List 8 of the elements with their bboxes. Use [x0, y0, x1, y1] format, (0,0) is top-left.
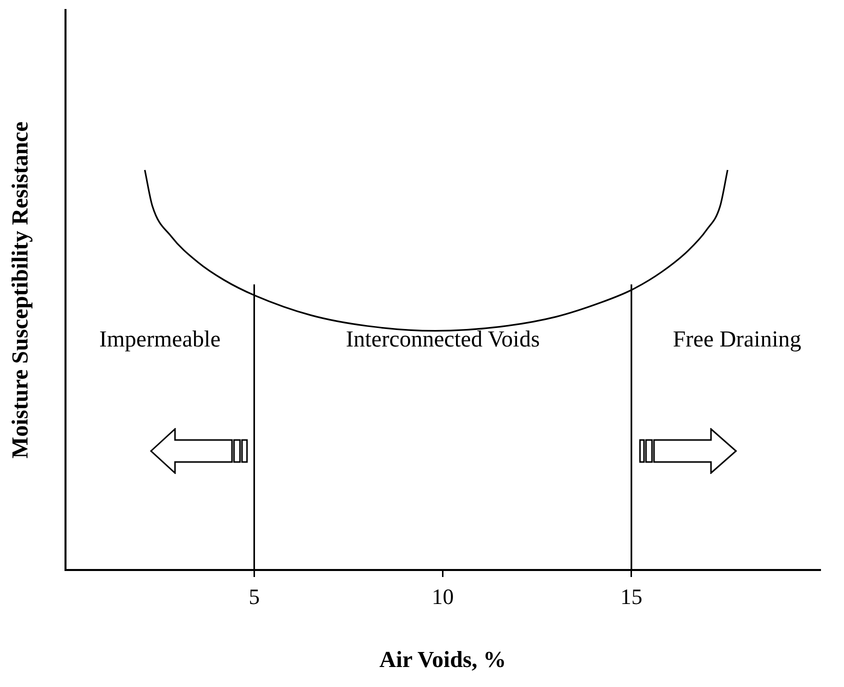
- annotation: Impermeable: [99, 326, 221, 352]
- annotation: Free Draining: [672, 326, 802, 352]
- y-axis-title: Moisture Susceptibility Resistance: [8, 122, 33, 458]
- annotation: Interconnected Voids: [346, 326, 540, 352]
- x-axis-title: Air Voids, %: [379, 647, 506, 672]
- x-tick-label: 15: [620, 584, 642, 609]
- x-tick-label: 5: [248, 584, 260, 609]
- x-tick-label: 10: [432, 584, 454, 609]
